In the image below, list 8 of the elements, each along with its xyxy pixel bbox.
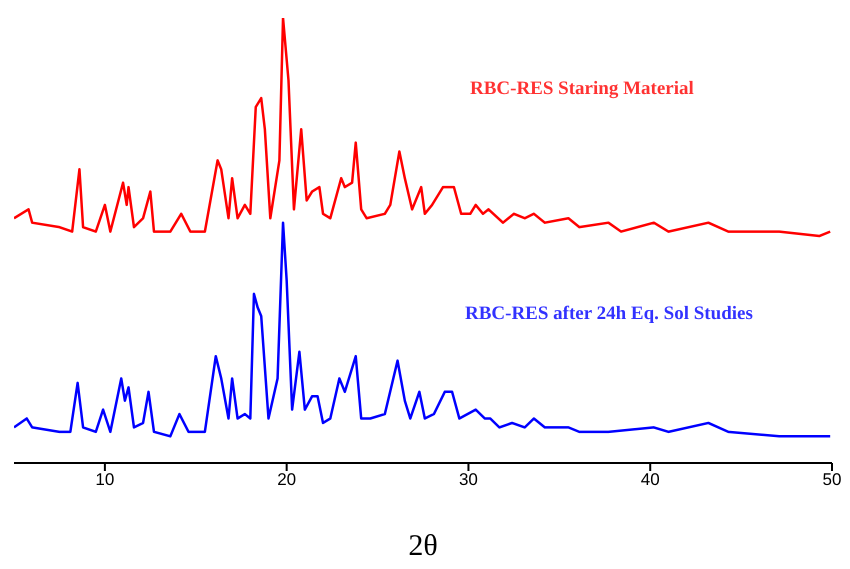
x-tick-label: 40 [640,470,660,490]
x-tick-label: 50 [822,470,842,490]
x-tick-label: 10 [95,470,114,490]
text: RBC-RES Staring Material [470,78,694,100]
x-tick-label: 30 [458,470,478,490]
text: RBC-RES after 24h Eq. Sol Studies [465,303,753,325]
x-axis-title: 2θ [408,529,438,562]
x-tick-label: 20 [277,470,296,490]
